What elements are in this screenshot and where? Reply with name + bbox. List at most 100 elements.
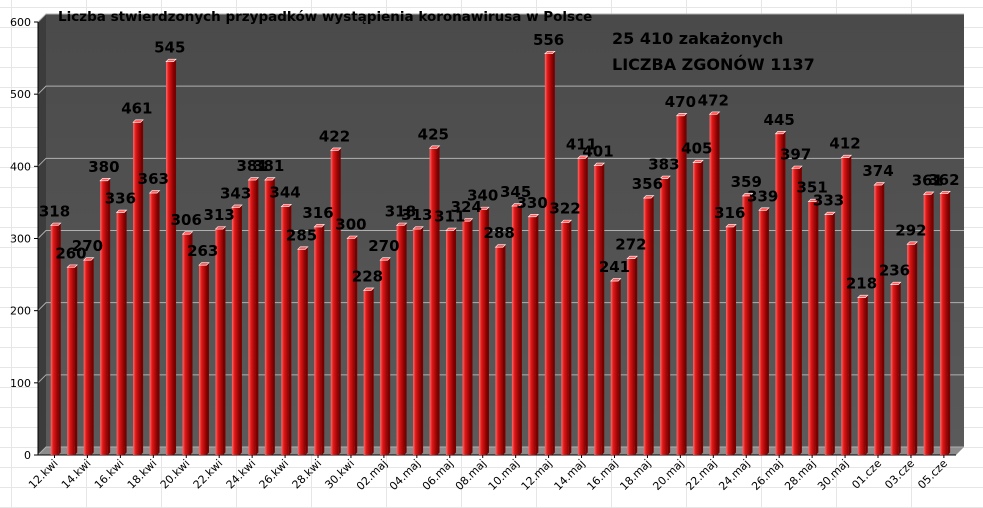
bar-top xyxy=(675,113,688,117)
bar-top xyxy=(857,294,869,298)
x-tick-label: 26.maj xyxy=(749,457,785,493)
y-tick-label: 100 xyxy=(10,377,31,390)
bar-side xyxy=(453,228,457,455)
data-label: 318 xyxy=(39,203,70,221)
data-label: 330 xyxy=(516,194,547,212)
bar xyxy=(379,257,391,455)
bar-front xyxy=(511,206,520,455)
bar-front xyxy=(297,249,306,455)
data-label: 351 xyxy=(796,179,827,197)
data-label: 292 xyxy=(895,221,926,239)
bar-front xyxy=(890,284,899,455)
bar-front xyxy=(940,193,948,456)
y-tick-label: 400 xyxy=(10,160,31,173)
bar-top xyxy=(247,177,260,181)
bar-side xyxy=(601,163,605,455)
bar-side xyxy=(255,177,259,456)
bar-side xyxy=(535,214,539,455)
bar-top xyxy=(297,246,309,250)
x-tick-label: 30.kwi xyxy=(322,457,357,492)
y-tick-label: 0 xyxy=(24,449,31,462)
bar xyxy=(560,219,573,455)
bar-side xyxy=(585,155,588,455)
bar-side xyxy=(321,224,325,455)
bar-side xyxy=(140,119,144,455)
bar-side xyxy=(470,218,473,455)
bar-side xyxy=(700,160,704,455)
data-label: 263 xyxy=(187,242,218,260)
y-tick-label: 300 xyxy=(10,233,31,246)
bar-top xyxy=(66,264,78,268)
bar-front xyxy=(281,206,289,455)
bar-top xyxy=(313,224,325,228)
x-tick-label: 12.maj xyxy=(519,457,555,493)
x-tick-label: 18.maj xyxy=(617,457,653,493)
x-tick-label: 20.maj xyxy=(650,457,686,493)
bar-side xyxy=(733,224,737,455)
data-label: 397 xyxy=(780,145,811,163)
bar xyxy=(313,224,325,455)
y-gridline xyxy=(37,157,964,167)
bar-top xyxy=(362,287,375,291)
data-label: 336 xyxy=(105,190,136,208)
bar-side xyxy=(717,111,720,455)
bar-front xyxy=(396,225,405,455)
bar-top xyxy=(395,222,408,226)
x-tick-label: 16.kwi xyxy=(92,457,127,492)
data-label: 380 xyxy=(88,158,119,176)
bar-front xyxy=(50,225,59,455)
bar-side xyxy=(502,244,506,455)
x-tick-label: 30.maj xyxy=(815,457,851,493)
bar-top xyxy=(708,111,721,115)
bar-side xyxy=(206,262,209,455)
data-label: 228 xyxy=(352,267,383,285)
data-label: 411 xyxy=(566,135,597,153)
bar-front xyxy=(314,226,322,455)
data-label: 241 xyxy=(599,258,630,276)
bar-front xyxy=(478,209,487,455)
bar-side xyxy=(222,226,226,455)
bar xyxy=(264,177,276,456)
bar-front xyxy=(561,222,569,455)
data-label: 361 xyxy=(912,171,943,189)
bar-top xyxy=(939,190,951,195)
bar-front xyxy=(215,229,223,455)
bar-side xyxy=(107,178,111,455)
bar-top xyxy=(148,190,161,194)
bar xyxy=(280,203,293,455)
bars xyxy=(50,50,951,456)
bar-side xyxy=(881,182,885,455)
bar xyxy=(939,190,951,456)
bar-front xyxy=(923,194,932,455)
data-label: 316 xyxy=(302,204,333,222)
bar-front xyxy=(791,168,800,455)
bar-front xyxy=(429,148,438,455)
bar-front xyxy=(83,260,92,455)
bar-side xyxy=(173,59,177,456)
bar-top xyxy=(132,119,144,123)
x-tick-label: 06.maj xyxy=(420,457,456,493)
bar-side xyxy=(124,210,127,455)
bar-front xyxy=(166,61,174,456)
bar-front xyxy=(857,297,866,455)
bar-top xyxy=(511,203,523,207)
bar-side xyxy=(799,165,802,455)
bar-side xyxy=(354,236,358,455)
data-label: 359 xyxy=(731,173,762,191)
bar-side xyxy=(58,223,61,455)
bar-front xyxy=(758,210,767,455)
bar-top xyxy=(264,177,276,181)
bar-side xyxy=(305,246,308,455)
bar-top xyxy=(412,226,424,230)
bar xyxy=(807,198,820,455)
bar-side xyxy=(387,257,391,455)
bar-front xyxy=(248,180,256,456)
data-label: 363 xyxy=(138,170,169,188)
data-label: 270 xyxy=(368,237,399,255)
x-tick-label: 24.kwi xyxy=(224,457,259,492)
y-gridline xyxy=(37,230,964,239)
bar-side xyxy=(190,231,193,455)
bar-front xyxy=(264,180,273,456)
bar-side xyxy=(898,282,901,455)
bar-top xyxy=(922,191,935,195)
